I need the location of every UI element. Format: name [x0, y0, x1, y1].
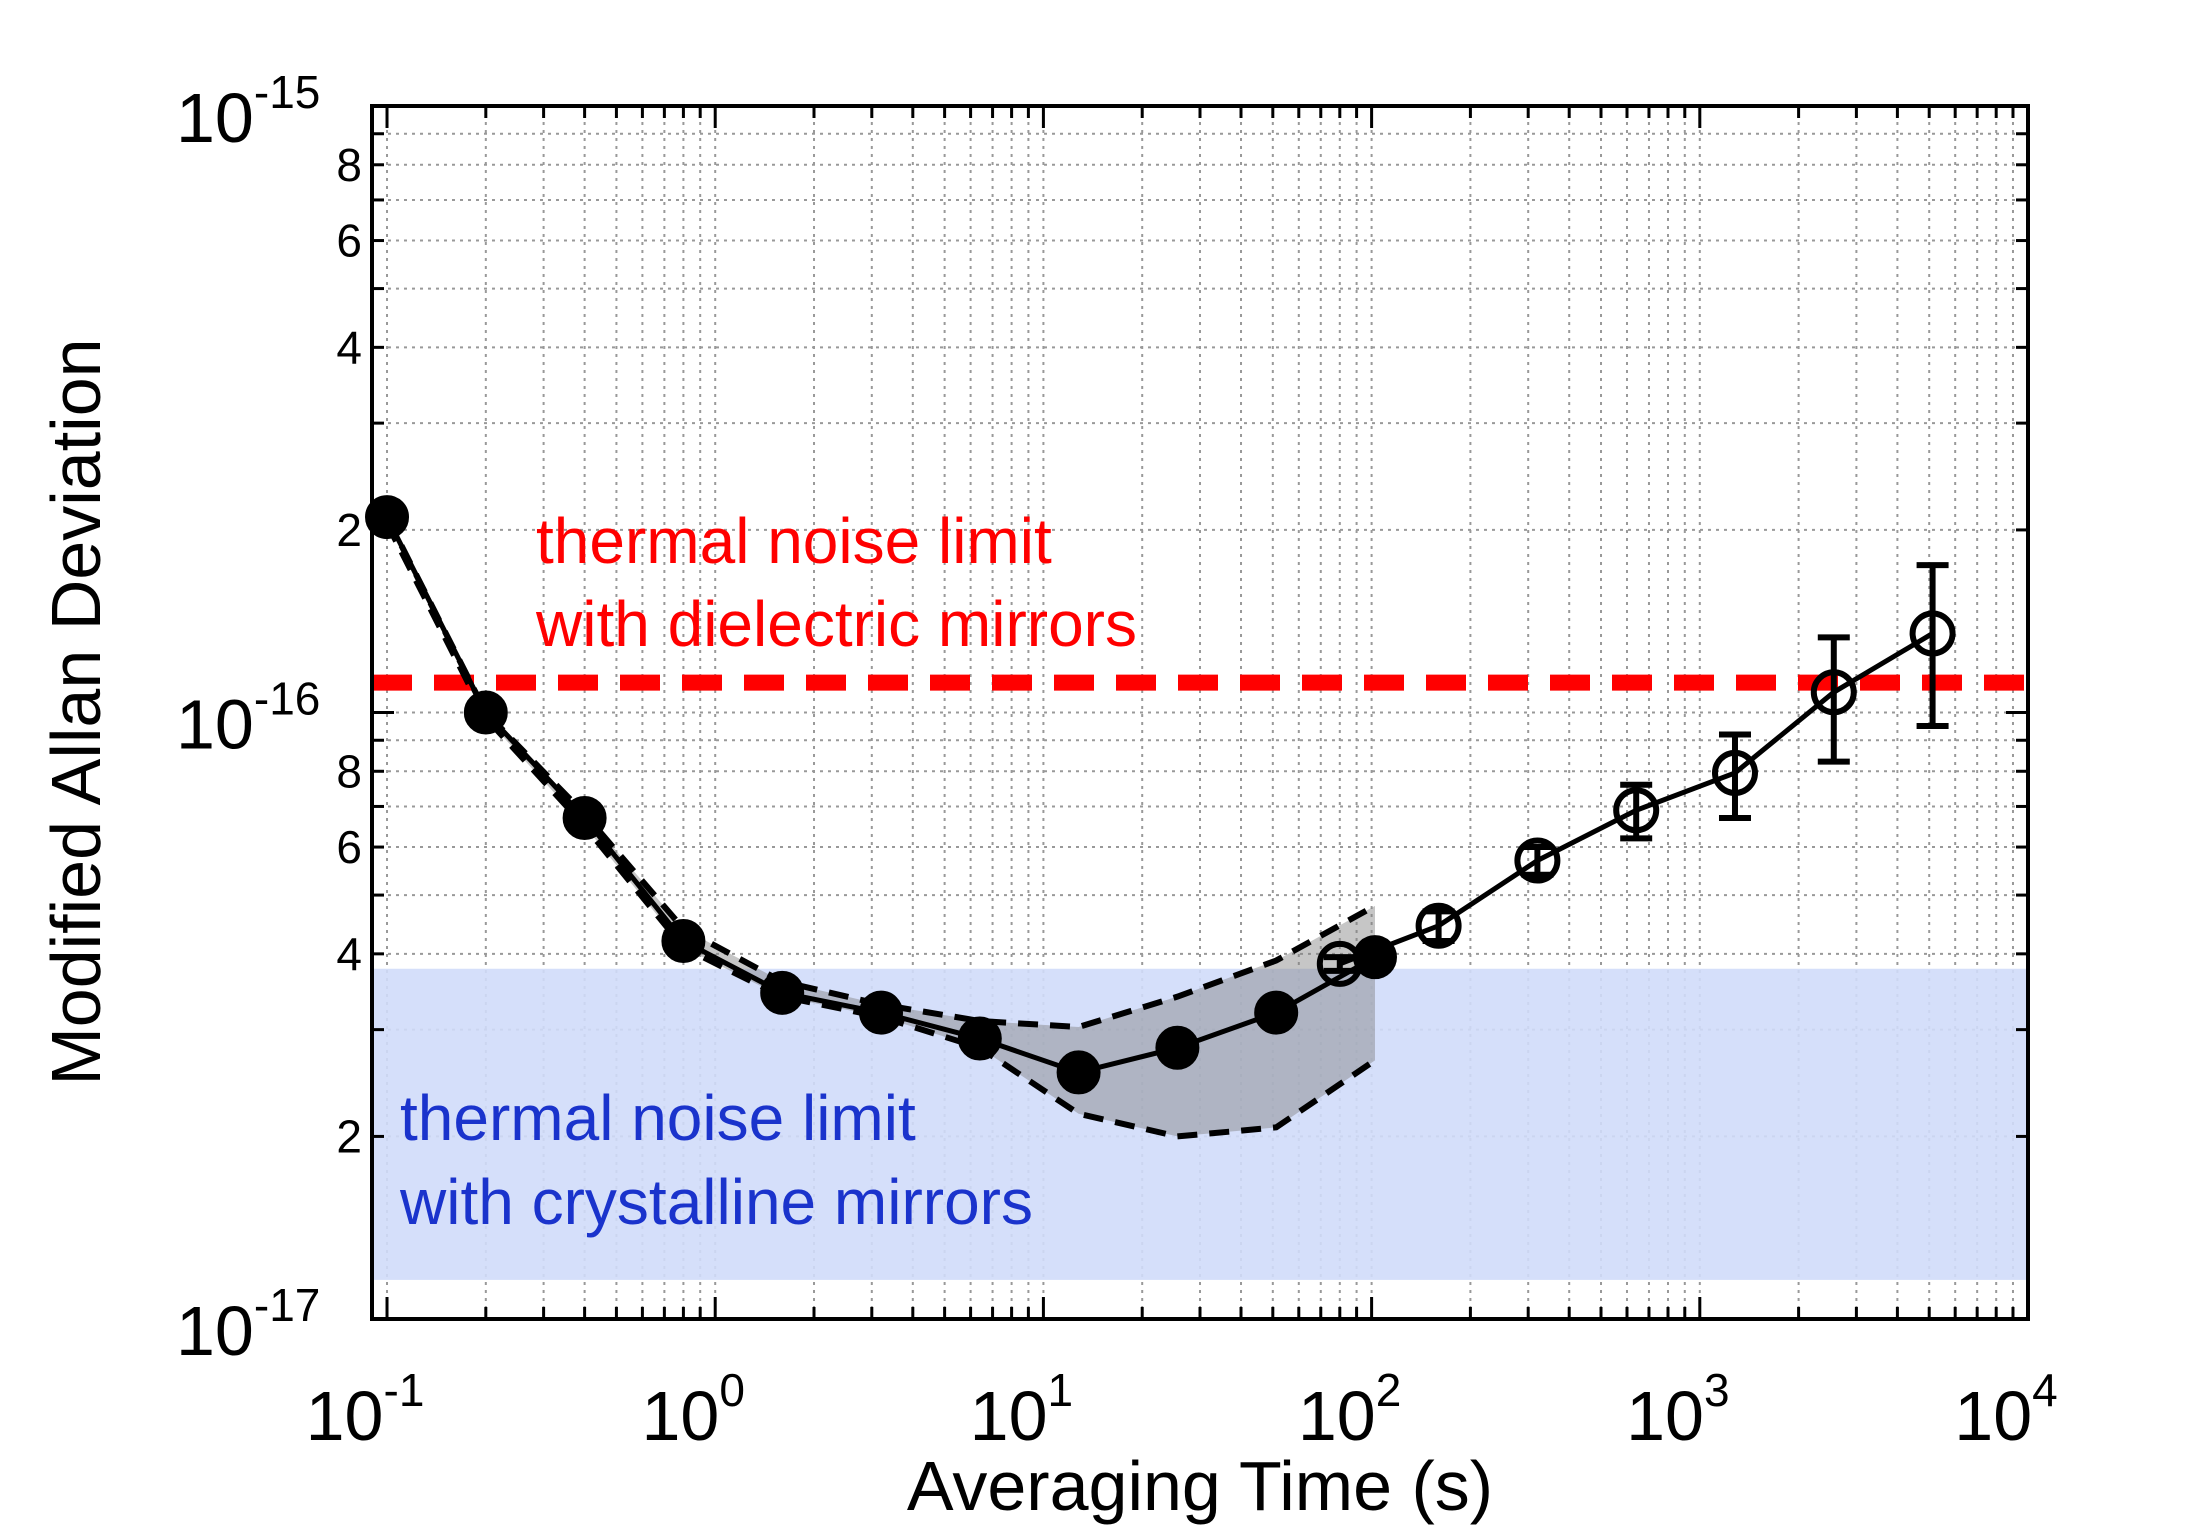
x-tick-exponent: -1 [384, 1364, 425, 1416]
y-tick-exponent: -16 [254, 673, 320, 725]
x-tick-label: 100 [641, 1364, 744, 1455]
x-tick-exponent: 2 [1376, 1364, 1402, 1416]
region-annotation: thermal noise limit [400, 1082, 916, 1154]
data-point [365, 495, 410, 540]
x-tick-label: 103 [1626, 1364, 1729, 1455]
y-tick-base: 10 [176, 1292, 254, 1370]
data-point [1254, 990, 1299, 1035]
band-lower-bound [384, 522, 1377, 1140]
noise-region [372, 968, 2028, 1280]
x-tick-label: 10-1 [306, 1364, 425, 1455]
data-point [1316, 940, 1363, 987]
region-annotation: with crystalline mirrors [399, 1166, 1033, 1238]
x-tick-base: 10 [970, 1377, 1048, 1455]
x-tick-label: 102 [1298, 1364, 1401, 1455]
data-point [1415, 902, 1462, 949]
y-tick-label: 6 [336, 215, 362, 267]
y-tick-label: 10-15 [176, 66, 320, 157]
y-tick-label: 8 [336, 139, 362, 191]
y-tick-label: 10-16 [176, 673, 320, 764]
x-tick-base: 10 [1626, 1377, 1704, 1455]
x-tick-exponent: 4 [2032, 1364, 2058, 1416]
y-tick-label: 8 [336, 745, 362, 797]
x-tick-label: 101 [970, 1364, 1073, 1455]
x-axis-label: Averaging Time (s) [907, 1447, 1493, 1525]
data-point [760, 970, 805, 1015]
data-point [463, 690, 508, 735]
y-tick-base: 10 [176, 686, 254, 764]
x-tick-base: 10 [1954, 1377, 2032, 1455]
y-tick-label: 2 [336, 504, 362, 556]
threshold-annotation: thermal noise limit [536, 505, 1052, 577]
y-tick-exponent: -15 [254, 66, 320, 118]
data-point [1810, 669, 1857, 716]
data-point [1613, 787, 1660, 834]
data-point [1056, 1050, 1101, 1095]
x-tick-base: 10 [1298, 1377, 1376, 1455]
x-tick-base: 10 [641, 1377, 719, 1455]
data-point [1155, 1025, 1200, 1070]
y-tick-base: 10 [176, 79, 254, 157]
x-tick-base: 10 [306, 1377, 384, 1455]
data-point [1514, 837, 1561, 884]
data-point [562, 795, 607, 840]
y-tick-label: 2 [336, 1110, 362, 1162]
x-tick-exponent: 1 [1048, 1364, 1074, 1416]
data-point [1711, 749, 1758, 796]
y-axis-label: Modified Allan Deviation [37, 338, 115, 1085]
y-tick-label: 6 [336, 821, 362, 873]
data-point [661, 918, 706, 963]
y-tick-label: 10-17 [176, 1279, 320, 1370]
threshold-annotation: with dielectric mirrors [535, 588, 1137, 660]
data-point [1909, 610, 1956, 657]
x-tick-exponent: 0 [719, 1364, 745, 1416]
y-tick-label: 4 [336, 321, 362, 373]
data-point [957, 1016, 1002, 1061]
x-tick-exponent: 3 [1704, 1364, 1730, 1416]
data-point [859, 990, 904, 1035]
y-tick-label: 4 [336, 928, 362, 980]
y-tick-exponent: -17 [254, 1279, 320, 1331]
x-tick-label: 104 [1954, 1364, 2057, 1455]
band-upper-bound [384, 515, 1377, 1031]
